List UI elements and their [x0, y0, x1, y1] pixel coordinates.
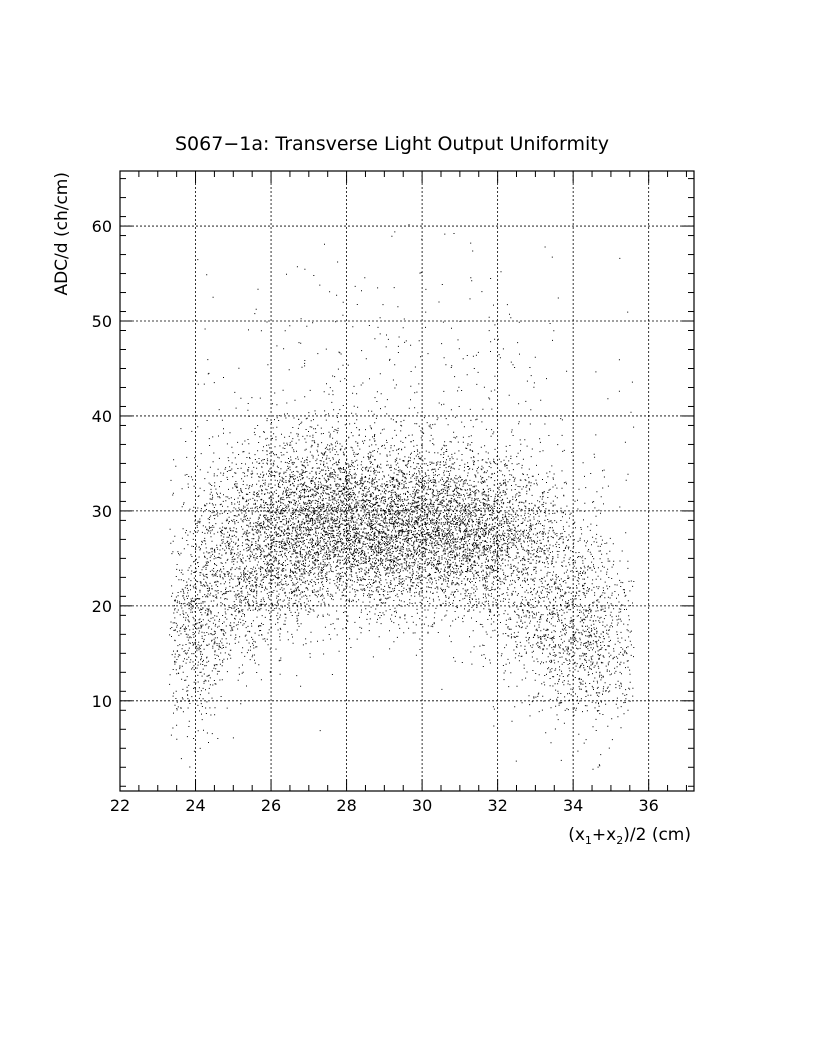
y-axis-label: ADC/d (ch/cm) — [52, 172, 72, 296]
grid — [120, 171, 694, 791]
x-tick-label: 22 — [110, 796, 130, 815]
x-axis-label: (x1+x2)/2 (cm) — [568, 825, 691, 847]
x-tick-label: 32 — [487, 796, 507, 815]
y-tick-label: 60 — [92, 217, 112, 236]
chart-title: S067−1a: Transverse Light Output Uniform… — [175, 133, 609, 155]
x-tick-label: 30 — [412, 796, 432, 815]
y-tick-label: 50 — [92, 312, 112, 331]
y-tick-labels: 10 20 30 40 50 60 — [92, 217, 112, 711]
y-tick-label: 20 — [92, 597, 112, 616]
x-tick-label: 24 — [185, 796, 205, 815]
x-tick-label: 36 — [639, 796, 659, 815]
x-tick-label: 34 — [563, 796, 583, 815]
x-tick-label: 28 — [336, 796, 356, 815]
data-points — [169, 224, 635, 770]
y-tick-label: 40 — [92, 407, 112, 426]
y-tick-label: 10 — [92, 692, 112, 711]
plot-border — [119, 170, 695, 792]
x-tick-label: 26 — [261, 796, 281, 815]
plot-frame — [119, 170, 695, 792]
axis-ticks — [119, 171, 694, 791]
scatter-point — [169, 224, 635, 770]
y-tick-label: 30 — [92, 502, 112, 521]
x-tick-labels: 22 24 26 28 30 32 34 36 — [110, 796, 659, 815]
